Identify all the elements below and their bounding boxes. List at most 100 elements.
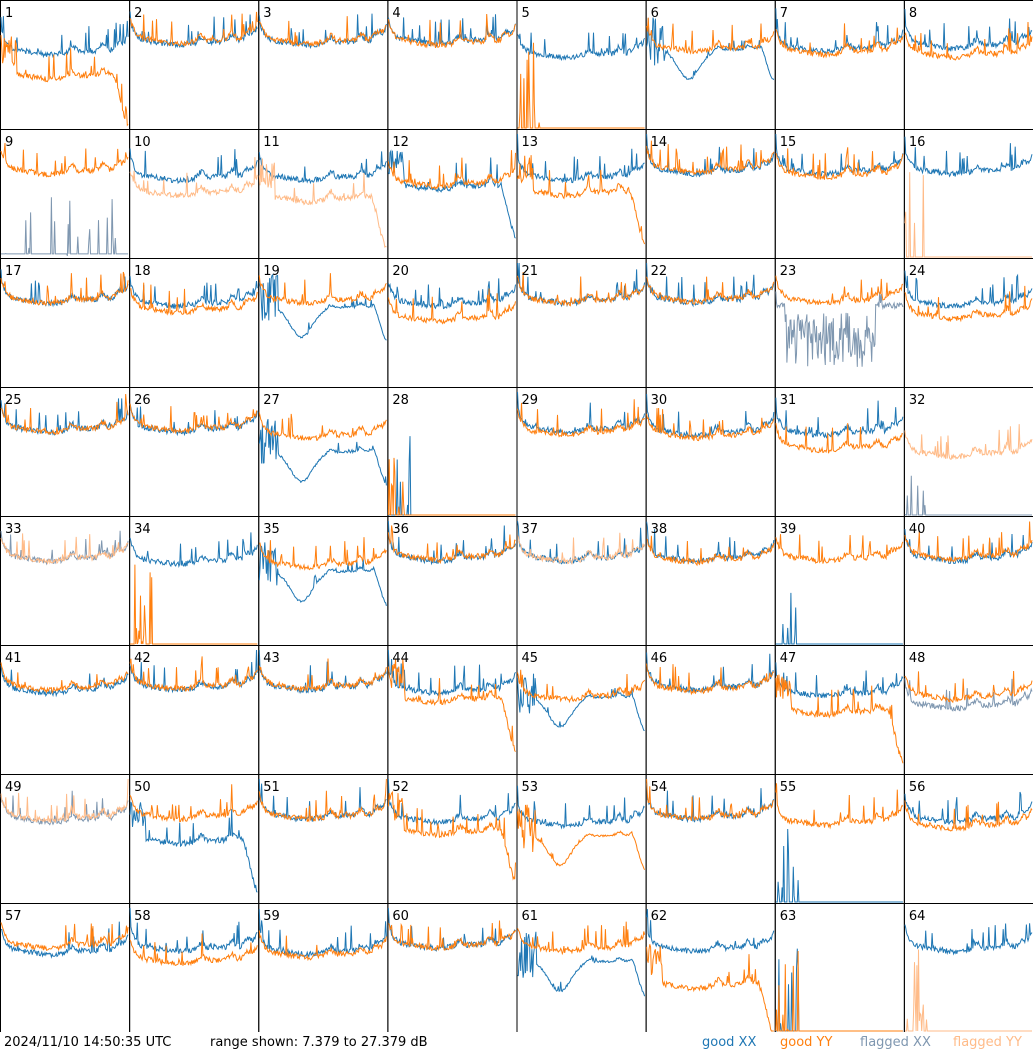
series-yy-good — [775, 950, 903, 1032]
panel-label: 5 — [522, 6, 530, 21]
panel-label: 60 — [392, 909, 409, 924]
series-yy-good — [387, 457, 516, 516]
series-yy-good — [387, 790, 516, 881]
panel-64: 64 — [903, 903, 1033, 1032]
series-yy-good — [258, 930, 387, 962]
panel-label: 2 — [134, 6, 142, 21]
panel-frame — [516, 0, 647, 130]
range-text: range shown: 7.379 to 27.379 dB — [210, 1035, 428, 1050]
panel-33: 33 — [0, 516, 131, 646]
series-yy-good — [904, 21, 1033, 61]
panel-frame — [903, 903, 1033, 1032]
panel-label: 1 — [5, 6, 13, 21]
series-xx-good — [258, 418, 387, 486]
series-yy-good — [517, 272, 645, 307]
panel-27: 27 — [258, 387, 389, 517]
series-yy-good — [646, 407, 775, 442]
panel-39: 39 — [774, 516, 905, 646]
panel-label: 3 — [263, 6, 271, 21]
panel-label: 42 — [134, 651, 151, 666]
panel-26: 26 — [129, 387, 260, 517]
panel-label: 22 — [651, 264, 668, 279]
series-xx-good — [517, 673, 645, 731]
series-yy-good — [387, 288, 516, 325]
series-yy-good — [0, 922, 129, 952]
series-xx-good — [775, 397, 904, 440]
panel-label: 27 — [263, 393, 280, 408]
panel-21: 21 — [516, 258, 647, 388]
panel-7: 7 — [774, 0, 905, 130]
panel-label: 31 — [780, 393, 797, 408]
series-yy-good — [258, 16, 387, 48]
panel-54: 54 — [645, 774, 776, 904]
series-yy-good — [388, 920, 516, 952]
panel-59: 59 — [258, 903, 389, 1032]
series-xx-good — [388, 436, 516, 516]
series-xx-good — [258, 273, 387, 341]
panel-label: 49 — [5, 780, 22, 795]
series-xx-good — [258, 151, 387, 185]
series-yy-good — [646, 276, 775, 306]
series-yy-good — [129, 656, 258, 692]
series-yy-good — [775, 23, 904, 59]
panel-42: 42 — [129, 645, 260, 775]
panel-label: 61 — [522, 909, 539, 924]
panel-18: 18 — [129, 258, 260, 388]
panel-30: 30 — [645, 387, 776, 517]
series-xx-good — [129, 907, 258, 954]
panel-label: 6 — [651, 6, 659, 21]
panel-49: 49 — [0, 774, 131, 904]
legend-flagged-xx: flagged XX — [860, 1035, 931, 1050]
panel-17: 17 — [0, 258, 131, 388]
panel-13: 13 — [516, 129, 647, 259]
series-xx-good — [387, 649, 516, 697]
panel-35: 35 — [258, 516, 389, 646]
panel-label: 57 — [5, 909, 22, 924]
series-yy-good — [0, 271, 129, 306]
panel-57: 57 — [0, 903, 131, 1032]
panel-label: 63 — [780, 909, 797, 924]
legend-good-xx: good XX — [702, 1035, 757, 1050]
panel-8: 8 — [903, 0, 1033, 130]
series-yy-flagged — [0, 778, 129, 823]
panel-48: 48 — [903, 645, 1033, 775]
series-xx-good — [904, 923, 1033, 956]
series-yy-good — [387, 658, 516, 752]
panel-23: 23 — [774, 258, 905, 388]
panel-label: 29 — [522, 393, 539, 408]
series-yy-good — [387, 150, 516, 191]
panel-label: 26 — [134, 393, 151, 408]
series-yy-good — [258, 658, 387, 693]
panel-28: 28 — [387, 387, 518, 517]
series-xx-flagged — [904, 475, 1032, 516]
series-xx-flagged — [1, 197, 129, 256]
panel-label: 16 — [909, 135, 926, 150]
series-xx-good — [129, 276, 258, 310]
panel-20: 20 — [387, 258, 518, 388]
panel-label: 46 — [651, 651, 668, 666]
series-xx-good — [775, 948, 903, 1032]
panel-label: 39 — [780, 522, 797, 537]
series-xx-good — [258, 778, 387, 823]
panel-label: 45 — [522, 651, 539, 666]
series-xx-flagged — [904, 678, 1033, 712]
series-xx-flagged — [0, 790, 129, 826]
series-yy-flagged — [517, 532, 646, 566]
panel-label: 50 — [134, 780, 151, 795]
panel-label: 10 — [134, 135, 151, 150]
panel-label: 52 — [392, 780, 409, 795]
series-yy-good — [130, 564, 258, 645]
panel-label: 11 — [263, 135, 280, 150]
panel-label: 64 — [909, 909, 926, 924]
series-xx-good — [775, 828, 903, 903]
series-xx-good — [775, 8, 904, 55]
series-yy-good — [387, 13, 516, 49]
panel-frame — [129, 0, 260, 130]
panel-41: 41 — [0, 645, 131, 775]
series-yy-flagged — [904, 172, 1032, 258]
panel-frame — [903, 0, 1033, 130]
series-yy-good — [129, 282, 258, 316]
panel-label: 30 — [651, 393, 668, 408]
panel-53: 53 — [516, 774, 647, 904]
panel-4: 4 — [387, 0, 518, 130]
